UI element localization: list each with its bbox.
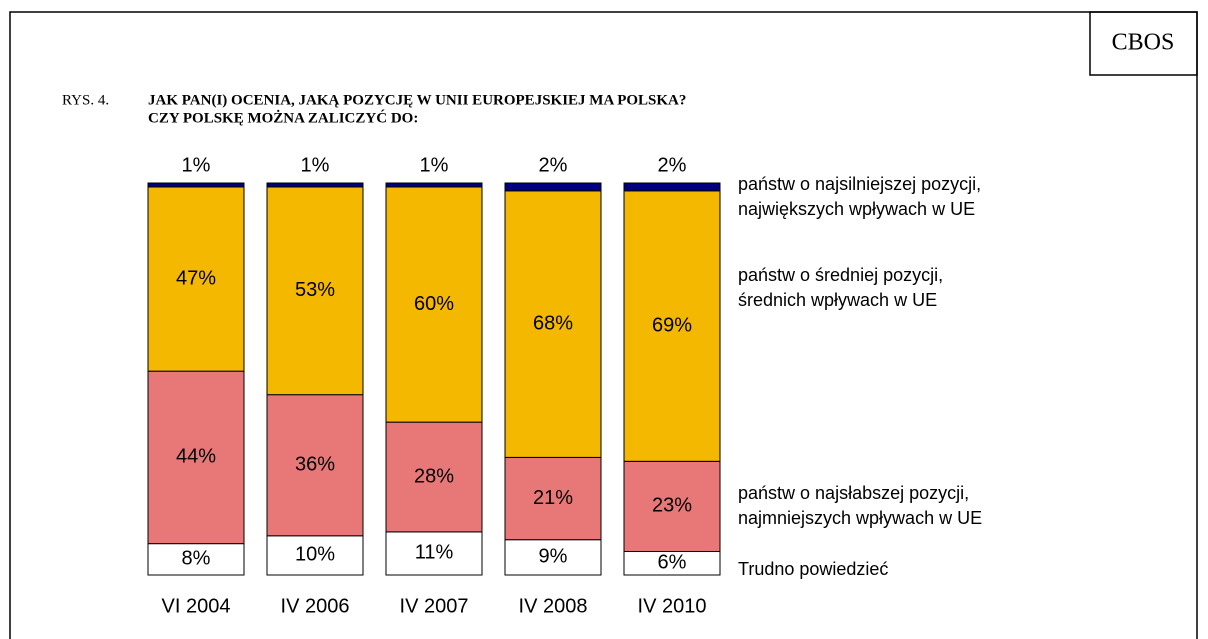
x-tick-label: VI 2004: [162, 595, 231, 617]
bar-segment: [266, 535, 364, 576]
value-label: 69%: [652, 314, 692, 336]
value-label: 10%: [295, 544, 335, 566]
x-tick-label: IV 2010: [638, 595, 707, 617]
value-label: 8%: [182, 548, 211, 570]
value-label: 11%: [415, 542, 454, 564]
chart-subtitle: CZY POLSKĘ MOŻNA ZALICZYĆ DO:: [148, 109, 418, 126]
bar-segment: [504, 182, 602, 192]
value-label: 60%: [414, 293, 454, 315]
value-label: 53%: [295, 279, 335, 301]
legend-entry: państw o najsilniejszej pozycji, najwięk…: [738, 174, 982, 219]
value-label: 1%: [420, 154, 449, 176]
bar-segment: [385, 186, 483, 423]
bar-segment: [623, 182, 721, 192]
x-tick-label: IV 2007: [400, 595, 469, 617]
value-label: 36%: [295, 454, 335, 476]
bar-segment: [623, 190, 721, 462]
bar-segment: [504, 190, 602, 458]
value-label: 2%: [658, 154, 687, 176]
bar-segment: [385, 531, 483, 576]
value-label: 1%: [182, 154, 211, 176]
bar-segment: [147, 543, 245, 576]
legend-entry: Trudno powiedzieć: [738, 559, 889, 579]
value-label: 23%: [652, 495, 692, 517]
value-label: 44%: [176, 446, 216, 468]
x-tick-label: IV 2008: [519, 595, 588, 617]
value-label: 2%: [539, 154, 568, 176]
value-label: 68%: [533, 312, 573, 334]
value-label: 6%: [658, 552, 687, 574]
bar-segment: [504, 456, 602, 541]
source: CBOS: [1112, 30, 1175, 56]
value-label: 28%: [414, 465, 454, 487]
bar-segment: [147, 370, 245, 545]
x-tick-label: IV 2006: [281, 595, 350, 617]
source-box: [1089, 11, 1198, 76]
value-label: 1%: [301, 154, 330, 176]
value-label: 9%: [539, 546, 568, 568]
value-label: 47%: [176, 267, 216, 289]
bar-segment: [385, 182, 483, 188]
legend-entry: państw o najsłabszej pozycji, najmniejsz…: [738, 483, 983, 528]
bar-segment: [623, 460, 721, 552]
chart-title: JAK PAN(I) OCENIA, JAKĄ POZYCJĘ W UNII E…: [148, 92, 686, 108]
frame: [9, 11, 1198, 639]
bar-segment: [147, 186, 245, 372]
figure-label: RYS. 4.: [62, 92, 109, 108]
bar-segment: [266, 394, 364, 537]
value-label: 21%: [533, 487, 573, 509]
bar-segment: [147, 182, 245, 188]
legend-entry: państw o średniej pozycji, średnich wpły…: [738, 265, 944, 310]
bar-segment: [266, 182, 364, 188]
bar-segment: [266, 186, 364, 396]
